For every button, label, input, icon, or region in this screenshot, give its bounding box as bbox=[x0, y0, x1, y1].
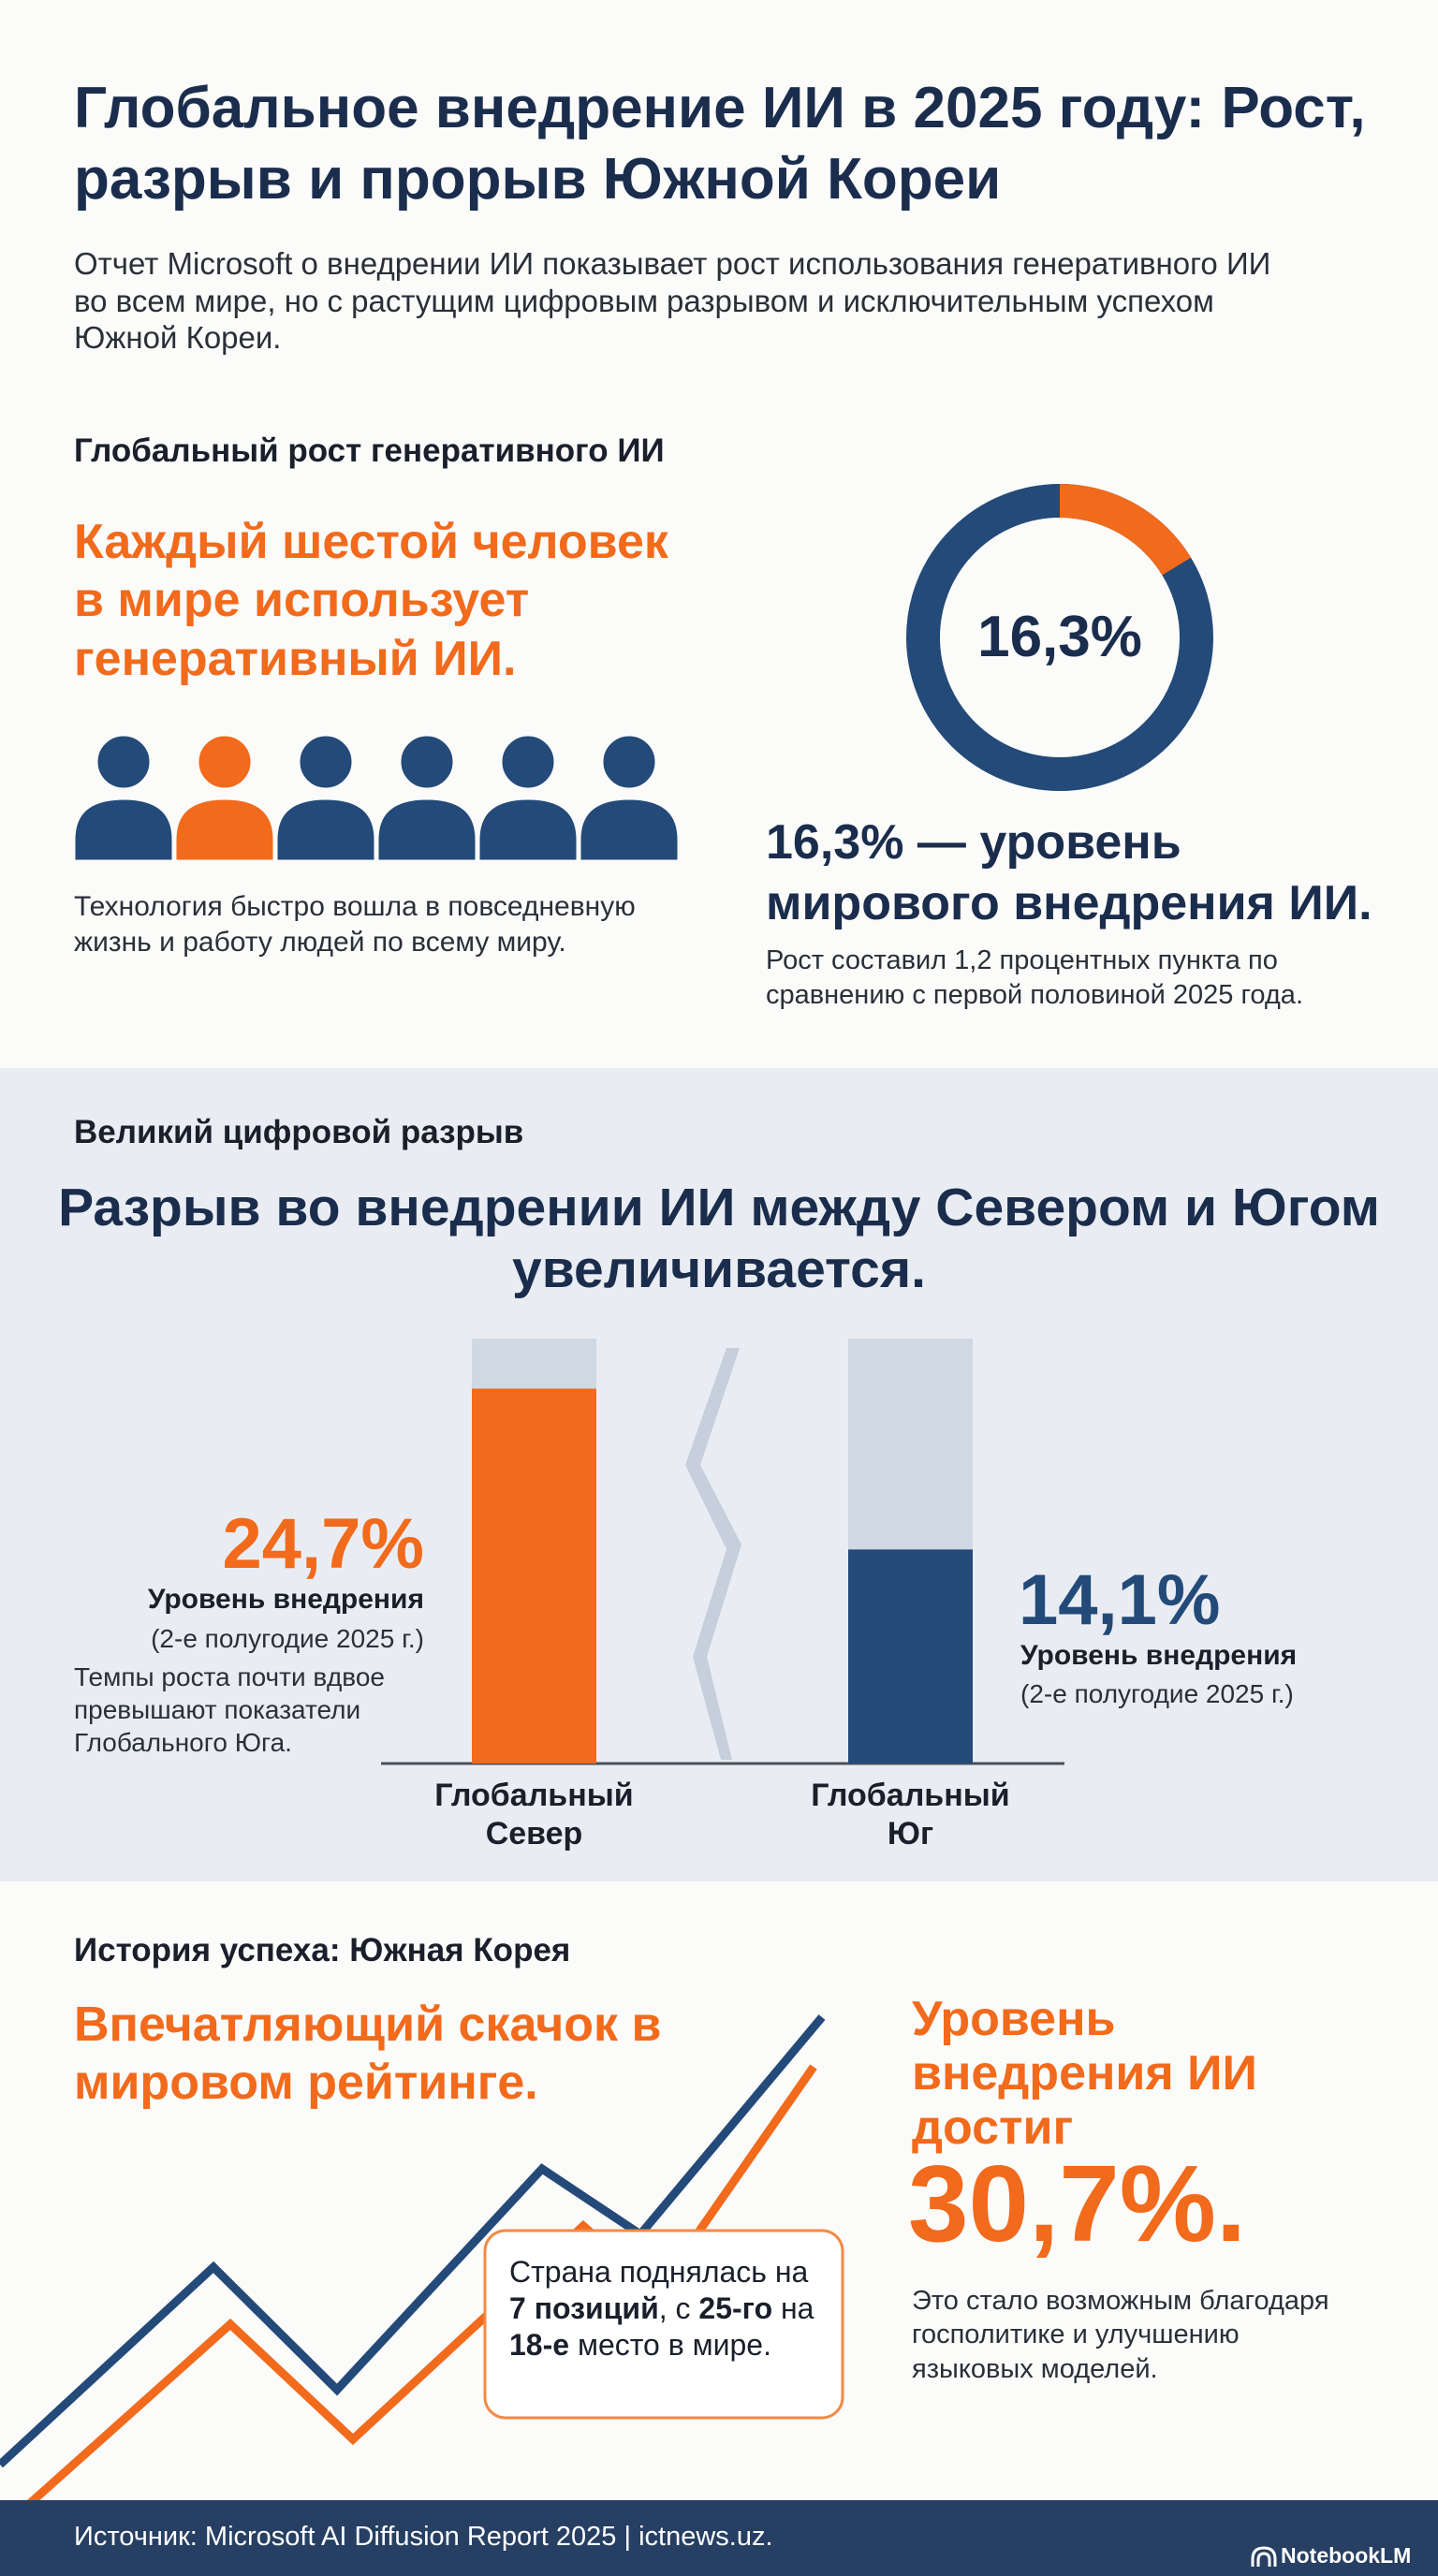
donut-label: 16,3% bbox=[977, 605, 1142, 669]
title: Глобальное внедрение ИИ в 2025 году: Рос… bbox=[74, 76, 1366, 212]
headline: Разрыв во внедрении ИИ между Севером и Ю… bbox=[58, 1178, 1380, 1299]
headline: Впечатляющий скачок в мировом рейтинге. bbox=[74, 1998, 662, 2111]
callout-text: Страна поднялась на 7 позиций, с 25-го н… bbox=[509, 2254, 828, 2364]
bar-value-label: 24,7% bbox=[222, 1504, 425, 1584]
bar-annotation: Уровень внедрения bbox=[1020, 1640, 1298, 1671]
bar bbox=[472, 1388, 596, 1764]
x-tick-label: Глобальный Север bbox=[434, 1778, 634, 1852]
bar bbox=[848, 1549, 973, 1764]
trend-line bbox=[0, 2014, 826, 2468]
stat-title: Уровень внедрения ИИ достиг bbox=[912, 1992, 1257, 2156]
bar-annotation: (2-е полугодие 2025 г.) bbox=[1020, 1679, 1294, 1708]
donut-segment bbox=[1059, 484, 1192, 576]
stat-title: 16,3% — уровень мирового внедрения ИИ. bbox=[766, 815, 1372, 930]
callout-part: , с bbox=[658, 2291, 699, 2326]
callout-bold: 25-го bbox=[698, 2291, 773, 2326]
callout-bold: 7 позиций bbox=[509, 2291, 659, 2326]
bar-value-label: 14,1% bbox=[1019, 1560, 1221, 1640]
section-heading: Великий цифровой разрыв bbox=[74, 1114, 524, 1150]
callout-part: место в мире. bbox=[569, 2328, 771, 2363]
bar-annotation: Уровень внедрения bbox=[147, 1584, 424, 1615]
x-tick-label: Глобальный Юг bbox=[811, 1778, 1010, 1852]
divider-zigzag bbox=[685, 1348, 741, 1760]
callout-part: на bbox=[772, 2291, 814, 2326]
footer-bar bbox=[0, 2500, 1438, 2576]
bar-note: Темпы роста почти вдвое превышают показа… bbox=[74, 1662, 385, 1757]
bar-annotation: (2-е полугодие 2025 г.) bbox=[151, 1624, 424, 1653]
brand: NotebookLM bbox=[1281, 2543, 1412, 2568]
section-heading: История успеха: Южная Корея bbox=[74, 1932, 571, 1969]
people-icons bbox=[70, 731, 682, 865]
source: Источник: Microsoft AI Diffusion Report … bbox=[74, 2522, 773, 2552]
callout-bold: 18-е bbox=[509, 2328, 570, 2363]
stat-text: Это стало возможным благодаря госполитик… bbox=[912, 2286, 1329, 2384]
headline: Каждый шестой человек в мире использует … bbox=[74, 515, 668, 686]
text: Технология быстро вошла в повседневную ж… bbox=[74, 891, 636, 959]
subtitle: Отчет Microsoft о внедрении ИИ показывае… bbox=[74, 246, 1271, 356]
stat-text: Рост составил 1,2 процентных пункта по с… bbox=[766, 945, 1303, 1011]
callout-box bbox=[483, 2229, 844, 2420]
callout-part: Страна поднялась на bbox=[509, 2255, 809, 2289]
stat-value: 30,7%. bbox=[908, 2143, 1247, 2264]
brand-icon bbox=[1251, 2546, 1277, 2567]
section-heading: Глобальный рост генеративного ИИ bbox=[74, 432, 665, 469]
